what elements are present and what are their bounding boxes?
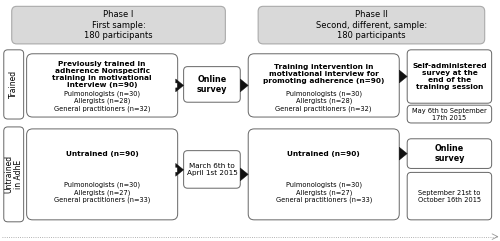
FancyBboxPatch shape: [407, 172, 492, 220]
Text: Untrained (n=90): Untrained (n=90): [66, 151, 138, 157]
Text: Pulmonologists (n=30)
Allergists (n=28)
General practitioners (n=32): Pulmonologists (n=30) Allergists (n=28) …: [54, 90, 150, 112]
FancyBboxPatch shape: [407, 50, 492, 103]
Polygon shape: [399, 70, 407, 83]
Text: September 21st to
October 16th 2015: September 21st to October 16th 2015: [418, 190, 481, 203]
FancyBboxPatch shape: [248, 54, 399, 117]
FancyBboxPatch shape: [26, 54, 178, 117]
Text: March 6th to
April 1st 2015: March 6th to April 1st 2015: [186, 163, 238, 176]
FancyBboxPatch shape: [184, 151, 240, 188]
Text: Phase II
Second, different, sample:
180 participants: Phase II Second, different, sample: 180 …: [316, 10, 427, 40]
Text: Self-administered
survey at the
end of the
training session: Self-administered survey at the end of t…: [412, 63, 486, 90]
FancyBboxPatch shape: [407, 139, 492, 168]
Polygon shape: [176, 79, 184, 92]
FancyBboxPatch shape: [4, 50, 24, 119]
FancyBboxPatch shape: [407, 105, 492, 123]
Text: Phase I
First sample:
180 participants: Phase I First sample: 180 participants: [84, 10, 153, 40]
Text: Untrained (n=90): Untrained (n=90): [288, 151, 360, 157]
Polygon shape: [399, 147, 407, 160]
Polygon shape: [240, 79, 248, 92]
FancyBboxPatch shape: [12, 6, 226, 44]
Text: Online
survey: Online survey: [196, 75, 227, 94]
Text: Trained: Trained: [9, 70, 18, 99]
FancyBboxPatch shape: [4, 127, 24, 222]
FancyBboxPatch shape: [26, 129, 178, 220]
Text: Online
survey: Online survey: [434, 144, 464, 163]
Text: Previously trained in
adherence Nonspecific
training in motivational
interview (: Previously trained in adherence Nonspeci…: [52, 60, 152, 87]
Text: Training intervention in
motivational interview for
promoting adherence (n=90): Training intervention in motivational in…: [263, 64, 384, 84]
Text: Pulmonologists (n=30)
Allergists (n=28)
General practitioners (n=32): Pulmonologists (n=30) Allergists (n=28) …: [276, 90, 372, 112]
FancyBboxPatch shape: [248, 129, 399, 220]
Text: Untrained
in AdhE: Untrained in AdhE: [4, 155, 24, 194]
Text: May 6th to September
17th 2015: May 6th to September 17th 2015: [412, 107, 487, 120]
Text: Pulmonologists (n=30)
Allergists (n=27)
General practitioners (n=33): Pulmonologists (n=30) Allergists (n=27) …: [276, 182, 372, 203]
Text: Pulmonologists (n=30)
Allergists (n=27)
General practitioners (n=33): Pulmonologists (n=30) Allergists (n=27) …: [54, 182, 150, 203]
FancyBboxPatch shape: [184, 67, 240, 102]
Polygon shape: [176, 163, 184, 176]
FancyBboxPatch shape: [258, 6, 484, 44]
Polygon shape: [240, 168, 248, 181]
